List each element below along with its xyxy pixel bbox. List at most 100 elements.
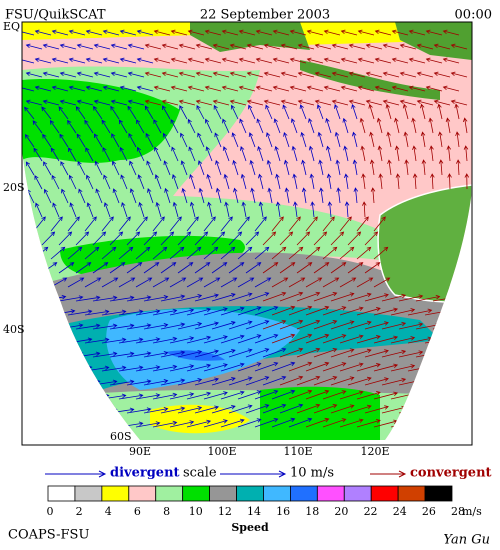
wind-arrow (50, 216, 63, 232)
wind-arrow (272, 29, 290, 36)
wind-arrow (376, 117, 383, 134)
wind-arrow (432, 323, 458, 330)
wind-arrow (353, 187, 359, 204)
wind-arrow (112, 188, 120, 204)
wind-arrow (186, 391, 212, 400)
wind-arrow (85, 85, 103, 92)
wind-arrow (237, 246, 253, 260)
wind-arrow (152, 364, 178, 372)
wind-arrow (279, 403, 304, 414)
wind-arrow (58, 106, 69, 120)
wind-arrow (351, 131, 358, 148)
wind-arrow (237, 306, 262, 316)
wind-arrow (186, 216, 199, 232)
wind-arrow (323, 85, 341, 92)
wind-arrow (441, 421, 467, 428)
wind-arrow (197, 132, 205, 148)
wind-arrow (224, 201, 230, 218)
wind-arrow (316, 104, 324, 120)
wind-arrow (181, 187, 188, 204)
wind-arrow (135, 337, 161, 344)
wind-arrow (120, 174, 128, 190)
wind-arrow (41, 322, 67, 330)
wind-arrow (33, 392, 59, 400)
wind-arrow (51, 174, 60, 190)
wind-arrow (76, 133, 86, 148)
wind-arrow (322, 277, 340, 288)
wind-arrow (237, 216, 250, 232)
wind-arrow (58, 231, 73, 246)
colorbar-label: 8 (163, 505, 170, 518)
wind-arrow (128, 133, 137, 148)
wind-arrow (126, 231, 141, 246)
wind-arrow (385, 103, 392, 120)
wind-arrow (297, 71, 315, 78)
wind-arrow (111, 160, 120, 176)
map-frame (21, 21, 473, 446)
wind-arrow (187, 118, 196, 134)
wind-arrow (442, 29, 460, 36)
wind-arrow (177, 294, 203, 302)
wind-arrow (344, 201, 350, 218)
wind-arrow (364, 293, 389, 302)
wind-arrow (271, 277, 289, 288)
wind-arrow (246, 99, 264, 106)
wind-arrow (52, 202, 60, 218)
wind-arrow (137, 174, 145, 190)
wind-arrow (450, 43, 468, 50)
wind-arrow (84, 119, 94, 134)
wind-arrow (390, 336, 416, 344)
wind-arrow (254, 333, 279, 344)
wind-arrow (296, 262, 313, 274)
wind-arrow (161, 99, 179, 106)
wind-arrow (382, 71, 400, 78)
wind-arrow (222, 118, 230, 134)
wind-arrow (179, 105, 188, 120)
wind-arrow (75, 262, 92, 274)
wind-arrow (364, 231, 379, 246)
speed-band (22, 390, 472, 440)
lon-label: 100E (207, 445, 236, 458)
wind-arrow (237, 418, 262, 428)
wind-arrow (25, 99, 43, 106)
wind-arrow (305, 246, 321, 260)
wind-arrow (143, 407, 169, 414)
wind-arrow (404, 159, 409, 176)
wind-arrow (204, 118, 213, 134)
wind-arrow (336, 187, 341, 204)
wind-arrow (241, 201, 247, 218)
wind-arrow (42, 133, 52, 148)
wind-arrow (322, 246, 338, 260)
wind-arrow (279, 319, 304, 330)
wind-arrow (378, 173, 383, 190)
wind-arrow (118, 277, 136, 288)
wind-arrow (152, 336, 178, 344)
wind-arrow (398, 294, 424, 302)
wind-arrow (34, 175, 43, 190)
wind-arrow (187, 29, 205, 36)
wind-arrow (127, 105, 137, 120)
wind-arrow (75, 323, 101, 330)
wind-arrow (160, 294, 186, 302)
land (395, 22, 472, 60)
wind-arrow (58, 351, 84, 358)
wind-arrow (135, 421, 161, 428)
wind-arrow (42, 43, 60, 50)
wind-arrow (135, 216, 148, 232)
wind-arrow (136, 57, 154, 64)
wind-arrow (428, 117, 434, 134)
wind-arrow (86, 202, 94, 218)
wind-arrow (237, 277, 255, 288)
wind-arrow (356, 419, 381, 428)
wind-arrow (272, 85, 290, 92)
wind-arrow (362, 201, 367, 218)
wind-arrow (101, 277, 119, 288)
source-title: FSU/QuikSCAT (5, 8, 106, 23)
wind-arrow (203, 216, 216, 232)
wind-arrow (109, 351, 135, 358)
colorbar-unit: m/s (462, 505, 482, 518)
wind-arrow (186, 363, 212, 372)
wind-arrow (109, 262, 126, 274)
wind-arrow (78, 188, 86, 204)
colorbar-box (74, 485, 103, 502)
